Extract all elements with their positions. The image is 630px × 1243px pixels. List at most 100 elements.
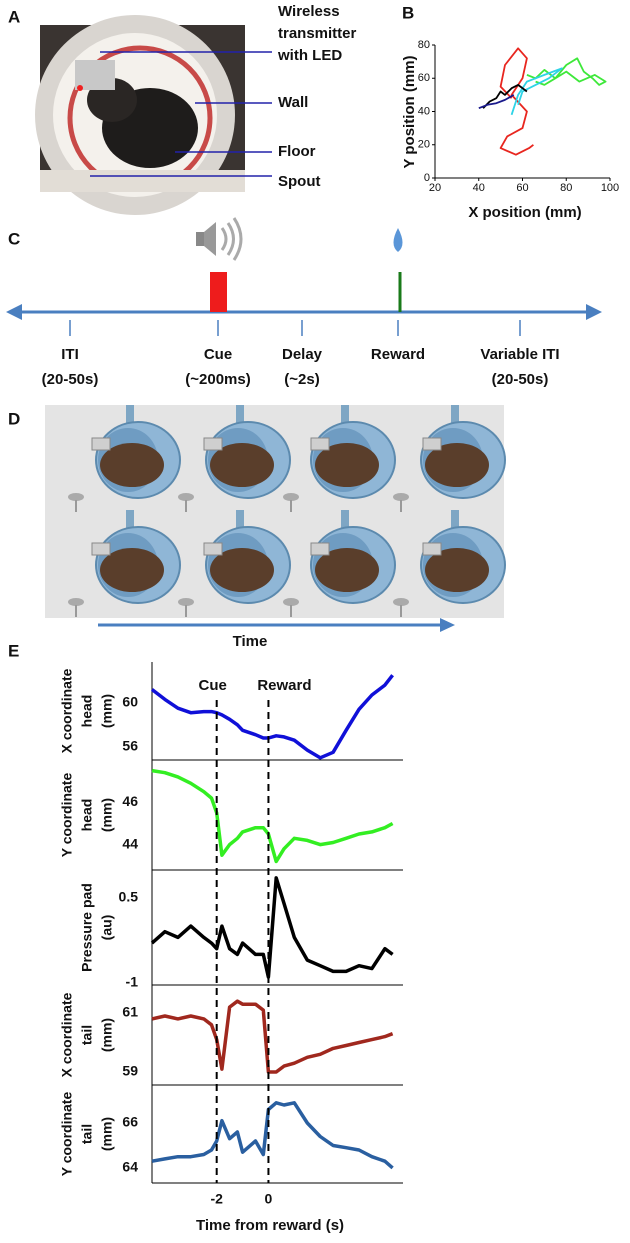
x-tick-label: 40: [473, 182, 485, 194]
trajectory: [482, 84, 528, 109]
trace: [151, 1101, 394, 1170]
panel-label: D: [8, 409, 20, 428]
annotation: Floor: [278, 143, 316, 160]
panel-label: A: [8, 7, 20, 26]
pipe: [126, 510, 134, 535]
mouse-body: [425, 548, 489, 592]
spout: [68, 493, 84, 501]
trajectory: [526, 57, 607, 86]
y-tick-label: 60: [418, 72, 430, 84]
annotation: transmitter: [278, 25, 357, 42]
pipe: [126, 405, 134, 430]
event-label: (~200ms): [185, 371, 250, 388]
x-tick-label: 20: [429, 182, 441, 194]
y-tick-label: -1: [126, 973, 139, 989]
y-tick-label: 64: [122, 1159, 138, 1175]
transmitter: [91, 542, 111, 556]
event-label: ITI: [61, 346, 79, 363]
event-label: (20-50s): [492, 371, 549, 388]
y-tick-label: 61: [122, 1004, 138, 1020]
pipe: [341, 510, 349, 535]
mouse-renders: [68, 405, 506, 617]
mouse-body: [100, 548, 164, 592]
y-tick-label: 60: [122, 693, 138, 709]
y-axis-label: X coordinate: [59, 992, 75, 1077]
x-axis-label: Time from reward (s): [196, 1217, 344, 1234]
trajectory: [510, 67, 563, 116]
y-axis-label: Y coordinate: [59, 1092, 75, 1177]
x-tick-label: -2: [210, 1191, 223, 1207]
event-label: Delay: [282, 346, 323, 363]
transmitter: [422, 437, 442, 451]
time-arrow: [98, 618, 455, 632]
trace: [150, 674, 394, 760]
y-axis-label: tail: [79, 1025, 95, 1045]
mouse-body: [315, 443, 379, 487]
y-tick-label: 20: [418, 139, 430, 151]
y-axis-label: Y coordinate: [59, 773, 75, 858]
y-tick-label: 46: [122, 793, 138, 809]
pipe: [451, 510, 459, 535]
x-tick-label: 60: [516, 182, 528, 194]
y-tick-label: 56: [122, 737, 138, 753]
y-tick-label: 44: [122, 835, 138, 851]
panel-label: C: [8, 229, 20, 248]
spout: [68, 598, 84, 606]
event-label: (20-50s): [42, 371, 99, 388]
spout: [393, 493, 409, 501]
annotation: Wireless: [278, 3, 340, 20]
event-label: Reward: [371, 346, 425, 363]
mouse-body: [210, 443, 274, 487]
transmitter: [422, 542, 442, 556]
x-tick-label: 80: [560, 182, 572, 194]
y-tick-label: 0.5: [119, 888, 139, 904]
trace: [151, 999, 394, 1074]
y-axis-label: head: [79, 799, 95, 832]
mouse-body: [100, 443, 164, 487]
annotation: Wall: [278, 94, 308, 111]
event-label: Variable ITI: [480, 346, 559, 363]
y-axis-label: (au): [99, 915, 115, 941]
transmitter: [203, 542, 223, 556]
annotation: Spout: [278, 173, 321, 190]
x-axis-label: X position (mm): [468, 204, 581, 221]
annotation: with LED: [277, 47, 342, 64]
x-tick-label: 100: [601, 182, 619, 194]
y-axis-label: head: [79, 695, 95, 728]
mouse-body: [210, 548, 274, 592]
spout: [393, 598, 409, 606]
y-axis-label: X coordinate: [59, 668, 75, 753]
event-label: (~2s): [284, 371, 319, 388]
pipe: [341, 405, 349, 430]
pipe: [236, 405, 244, 430]
annotation: Reward: [257, 677, 311, 694]
spout: [283, 493, 299, 501]
panel-label: E: [8, 641, 19, 660]
y-tick-label: 40: [418, 105, 430, 117]
trajectory: [478, 94, 515, 110]
y-tick-label: 59: [122, 1063, 138, 1079]
spout: [283, 598, 299, 606]
y-axis-label: Pressure pad: [79, 883, 95, 972]
y-tick-label: 66: [122, 1114, 138, 1130]
y-axis-label: (mm): [99, 1117, 115, 1151]
y-tick-label: 0: [424, 172, 430, 184]
annotation: Cue: [199, 677, 227, 694]
transmitter: [203, 437, 223, 451]
y-axis-label: (mm): [99, 798, 115, 832]
y-tick-label: 80: [418, 39, 430, 51]
event-label: Cue: [204, 346, 232, 363]
transmitter: [310, 437, 330, 451]
trace: [150, 876, 394, 979]
speaker-icon: [196, 217, 243, 261]
drop-icon: [393, 228, 403, 252]
trace: [151, 768, 394, 864]
panel-label: B: [402, 3, 414, 22]
cue-marker: [210, 272, 227, 312]
y-axis-label: (mm): [99, 694, 115, 728]
timeline-arrow: [6, 304, 602, 320]
x-tick-label: 0: [265, 1191, 273, 1207]
pipe: [236, 510, 244, 535]
pipe: [451, 405, 459, 430]
